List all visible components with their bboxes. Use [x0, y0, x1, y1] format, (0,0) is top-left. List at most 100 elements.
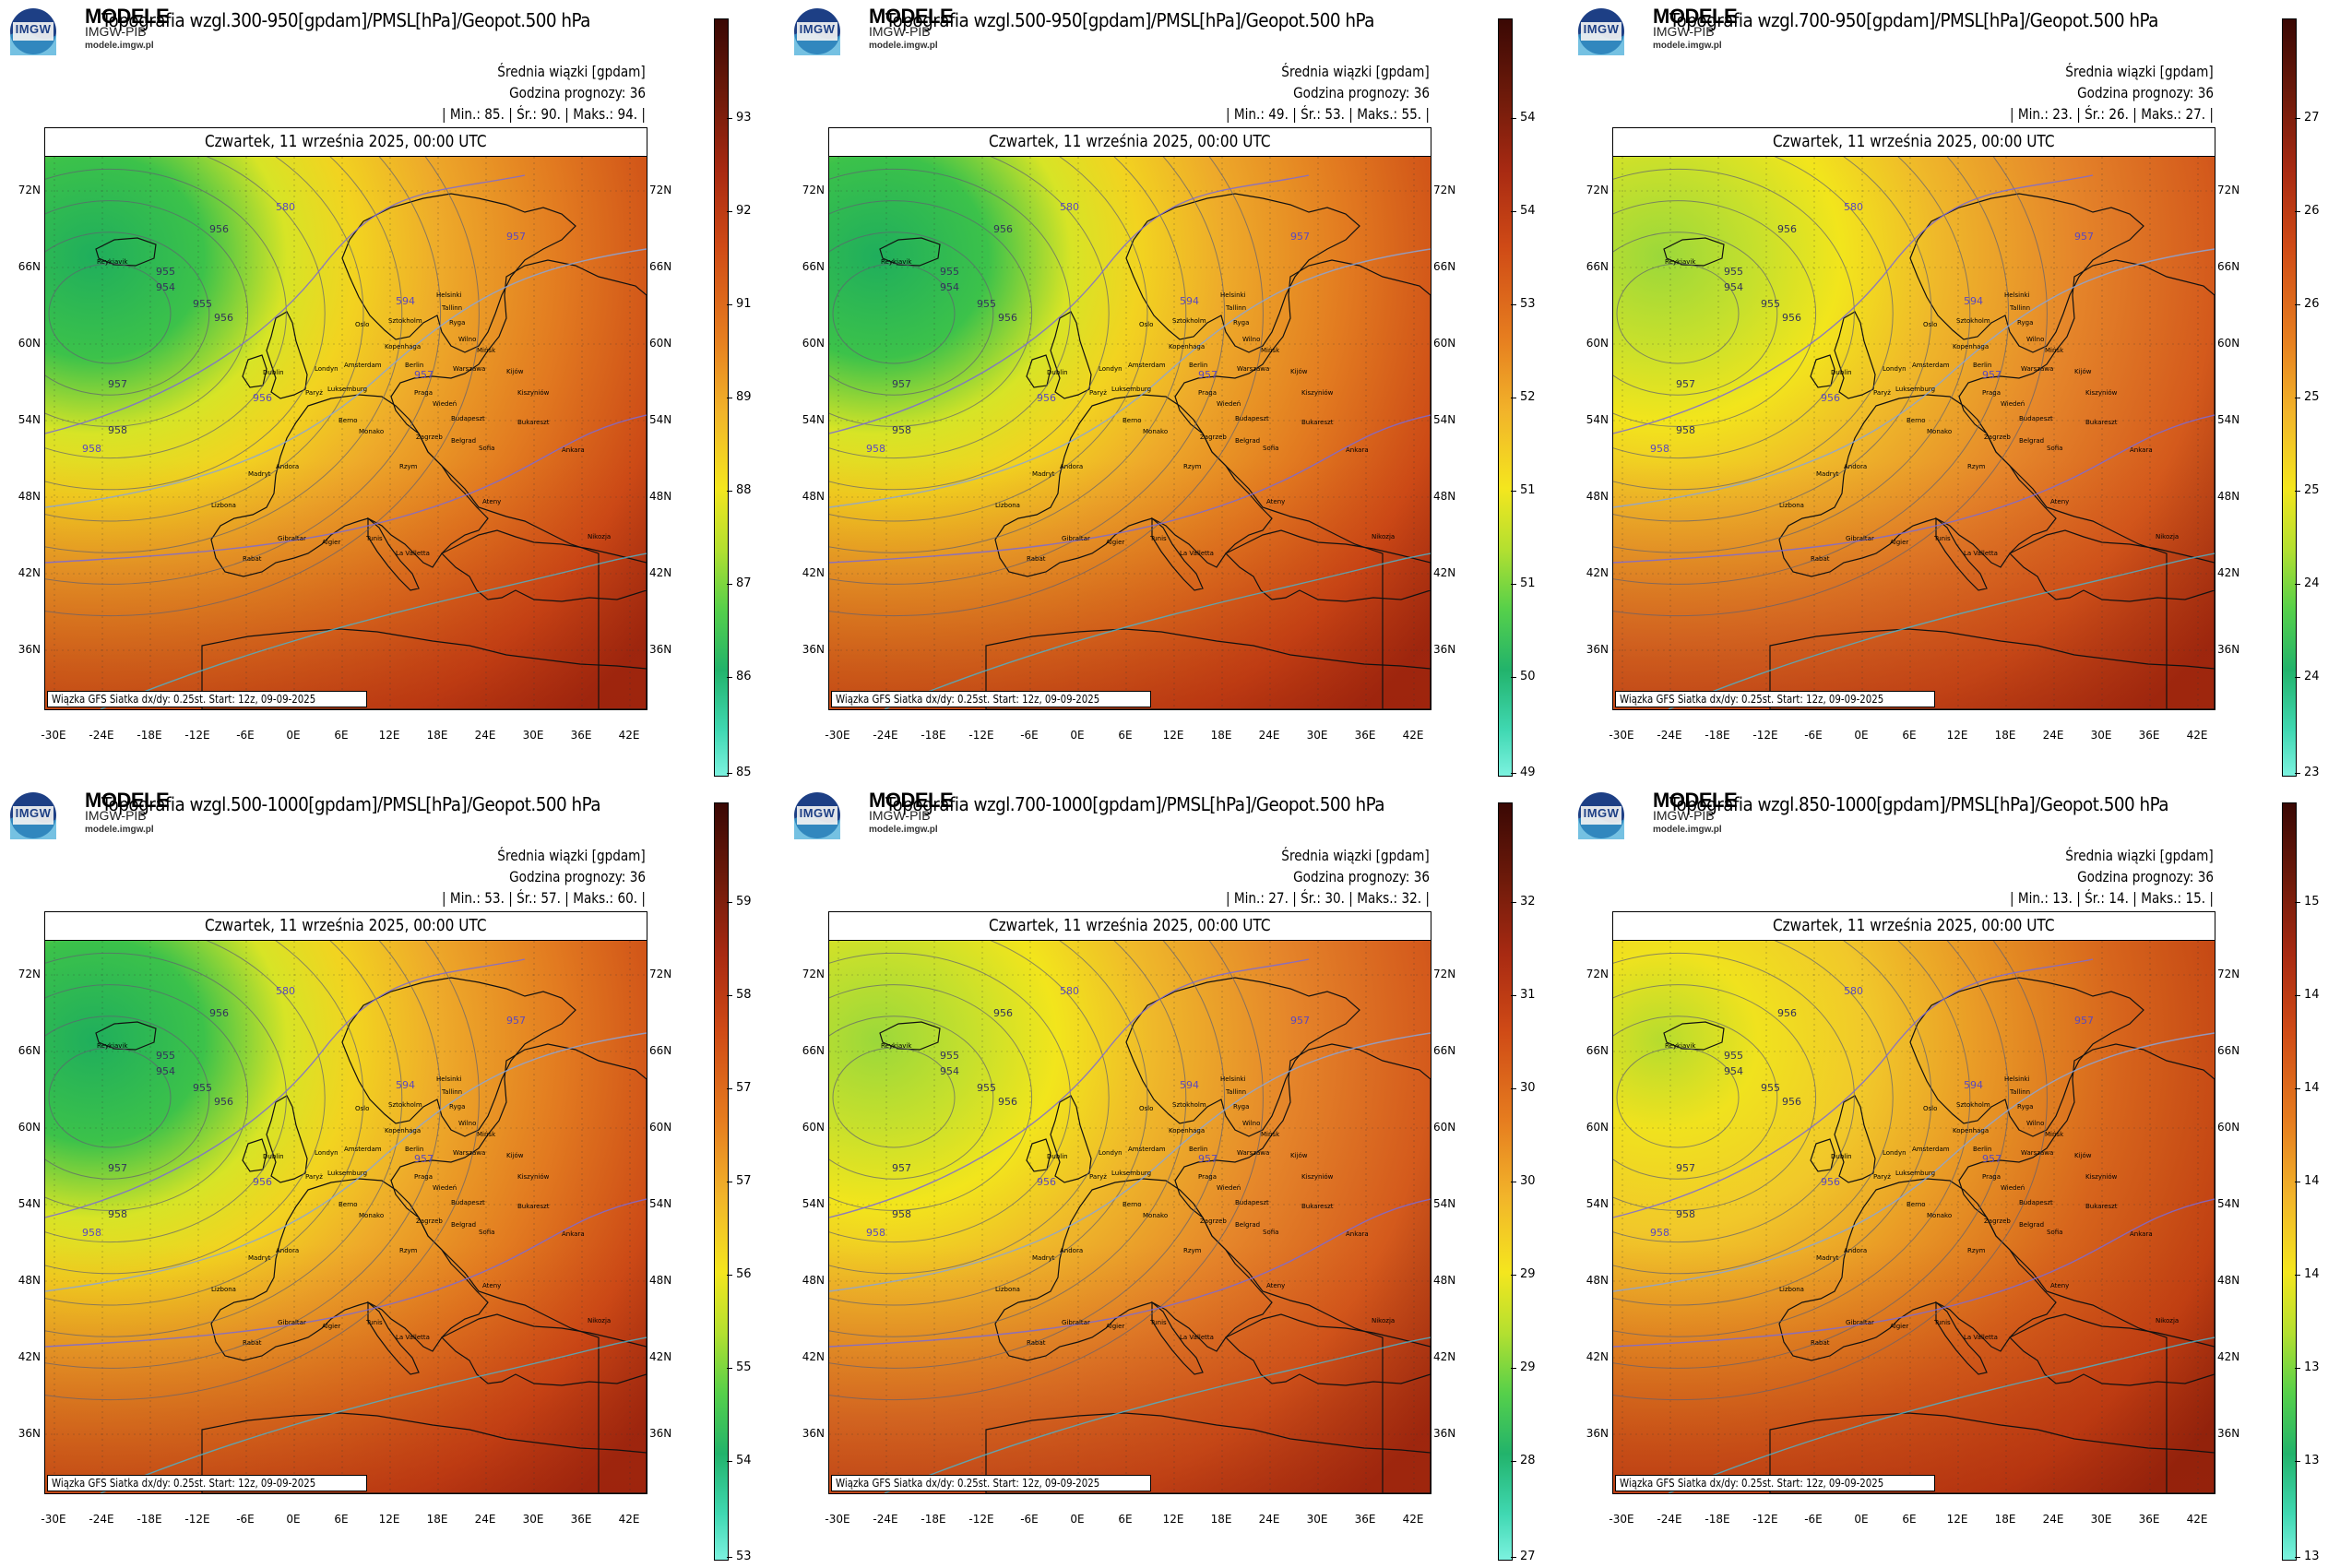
lat-label-right: 36N	[649, 1427, 672, 1440]
lat-label-left: 42N	[802, 566, 825, 579]
logo-letters: IMGW	[15, 22, 52, 36]
isobar	[1613, 941, 1932, 1306]
lon-label: 42E	[2186, 729, 2208, 742]
credit-text: Wiązka GFS Siatka dx/dy: 0.25st. Start: …	[1620, 1477, 1884, 1490]
lon-label: 24E	[2042, 1513, 2064, 1526]
city-label: Mińsk	[477, 1131, 496, 1138]
colorbar-tick: 88	[727, 483, 752, 497]
isoline-label: 958	[866, 443, 885, 455]
isoline-label: 957	[1676, 1162, 1695, 1174]
logo-url[interactable]: modele.imgw.pl	[85, 41, 154, 51]
isobar	[1613, 157, 1894, 491]
isobar	[832, 263, 956, 364]
city-label: Wilno	[458, 336, 476, 343]
isoline-label: 957	[1198, 369, 1218, 381]
city-label: Luksemburg	[1111, 386, 1151, 393]
isoline-label: 956	[214, 1096, 233, 1108]
isoline-label: 580	[1060, 201, 1079, 213]
weather-map[interactable]: 956 955 954 955 956 957 958 580 594 957 956 958 957 O…	[45, 157, 647, 709]
colorbar-tick: 56	[727, 1267, 752, 1281]
city-label: Ateny	[2050, 1282, 2069, 1289]
lat-label-left: 66N	[1586, 1044, 1609, 1057]
city-label: Gibraltar	[1062, 535, 1090, 542]
city-label: Sofia	[2047, 445, 2062, 452]
logo-url[interactable]: modele.imgw.pl	[869, 825, 938, 835]
weather-map[interactable]: 956 955 954 955 956 957 958 580 594 957 956 958 957 O…	[1613, 157, 2215, 709]
imgw-logo: IMGW	[793, 791, 841, 839]
isoline-label: 955	[1724, 1050, 1743, 1062]
stats-line: | Min.: 49. | Śr.: 53. | Maks.: 55. |	[1226, 105, 1430, 123]
lon-label: -18E	[921, 729, 946, 742]
lat-label-right: 60N	[1433, 1121, 1456, 1134]
colorbar-tick: 91	[727, 297, 752, 311]
isoline-label: 580	[1844, 985, 1863, 997]
ensemble-mean-label: Średnia wiązki [gpdam]	[1281, 847, 1430, 864]
city-label: Rabat	[1027, 555, 1046, 563]
panel-title: Topografia wzgl.700-1000[gpdam]/PMSL[hPa…	[885, 793, 1385, 815]
lon-label: 30E	[522, 1513, 544, 1526]
city-label: Oslo	[1139, 1105, 1153, 1112]
stat-avg: 14.	[2108, 889, 2129, 907]
lat-label-right: 66N	[1433, 260, 1456, 273]
city-label: Algier	[1890, 539, 1908, 546]
lon-label: 6E	[334, 729, 349, 742]
city-label: Wilno	[458, 1120, 476, 1127]
stats-line: | Min.: 13. | Śr.: 14. | Maks.: 15. |	[2010, 889, 2214, 907]
stats-separator: | Min.:	[2009, 105, 2053, 123]
city-label: Tunis	[1149, 1319, 1167, 1326]
city-label: Kiszyniów	[517, 1173, 550, 1181]
city-label: Gibraltar	[1846, 1319, 1874, 1326]
stat-avg: 90.	[540, 105, 561, 123]
colorbar-tick: 51	[1511, 576, 1536, 590]
city-label: Praga	[1198, 389, 1217, 397]
colorbar-tick: 29	[1511, 1267, 1536, 1281]
weather-map[interactable]: 956 955 954 955 956 957 958 580 594 957 956 958 957 O…	[1613, 941, 2215, 1493]
lon-label: -12E	[184, 1513, 210, 1526]
lat-label-right: 48N	[2217, 1274, 2240, 1287]
colorbar-tick: 30	[1511, 1174, 1536, 1188]
lon-label: 12E	[1162, 1513, 1184, 1526]
isoline-label: 955	[1761, 298, 1780, 310]
city-label: Belgrad	[2019, 1221, 2044, 1229]
city-label: Berlin	[1189, 1146, 1207, 1153]
logo-url[interactable]: modele.imgw.pl	[1653, 41, 1722, 51]
valid-date-bar: Czwartek, 11 września 2025, 00:00 UTC	[45, 912, 647, 941]
city-label: Budapeszt	[2019, 1199, 2053, 1206]
stats-separator: |	[2205, 105, 2214, 123]
coastline	[95, 1021, 157, 1051]
city-label: Praga	[1982, 389, 2001, 397]
isobar	[1613, 941, 1894, 1275]
city-label: Zagrzeb	[1984, 434, 2011, 441]
weather-map[interactable]: 956 955 954 955 956 957 958 580 594 957 956 958 957 O…	[829, 941, 1431, 1493]
coastline	[1050, 1095, 1092, 1183]
weather-map[interactable]: 956 955 954 955 956 957 958 580 594 957 956 958 957 O…	[829, 157, 1431, 709]
lat-label-right: 36N	[2217, 1427, 2240, 1440]
weather-map[interactable]: 956 955 954 955 956 957 958 580 594 957 956 958 957 O…	[45, 941, 647, 1493]
isoline-label: 954	[940, 281, 959, 293]
lon-label: 6E	[1118, 1513, 1133, 1526]
city-label: Wilno	[1242, 336, 1260, 343]
isoline-label: 957	[506, 231, 526, 243]
colorbar-tick: 53	[727, 1550, 752, 1563]
colorbar-tick: 57	[727, 1174, 752, 1188]
city-label: Warszawa	[2021, 1149, 2053, 1157]
city-label: Londyn	[1099, 365, 1123, 373]
logo-url[interactable]: modele.imgw.pl	[869, 41, 938, 51]
colorbar-tick: 85	[727, 766, 752, 779]
isoline-label: 956	[1037, 1176, 1056, 1188]
stats-separator: |	[1421, 889, 1430, 907]
lon-label: 18E	[426, 1513, 448, 1526]
logo-subtitle: IMGW-PIB	[1653, 24, 1715, 39]
logo-url[interactable]: modele.imgw.pl	[1653, 825, 1722, 835]
lon-label: -6E	[236, 1513, 255, 1526]
isobar	[45, 984, 249, 1211]
city-label: Londyn	[1883, 1149, 1907, 1157]
city-label: Andora	[1060, 463, 1083, 470]
lat-label-left: 72N	[1586, 968, 1609, 980]
isoline-label: 955	[1724, 266, 1743, 278]
colorbar-tick: 25	[2295, 483, 2320, 497]
lon-label: -24E	[1657, 729, 1682, 742]
logo-url[interactable]: modele.imgw.pl	[85, 825, 154, 835]
credit-text: Wiązka GFS Siatka dx/dy: 0.25st. Start: …	[1620, 693, 1884, 706]
logo-subtitle: IMGW-PIB	[85, 808, 147, 823]
